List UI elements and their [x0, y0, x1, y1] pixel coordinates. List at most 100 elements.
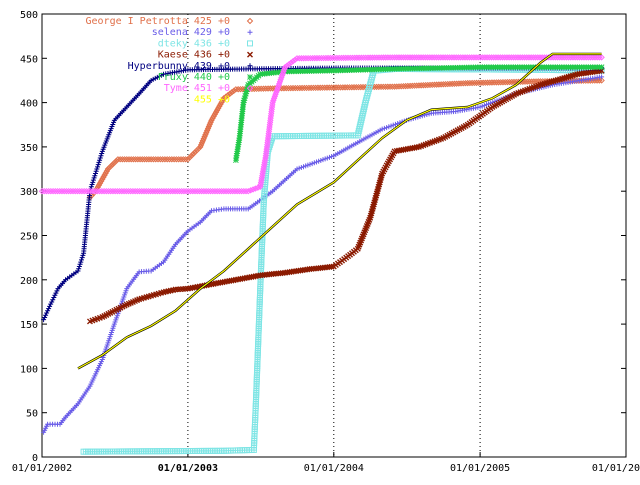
x-tick-label: 01/01/2003 [158, 463, 218, 474]
data-point [415, 82, 423, 89]
data-point [585, 54, 592, 61]
data-point [243, 88, 250, 95]
data-point [386, 83, 394, 90]
data-point [390, 122, 396, 128]
data-point [145, 187, 152, 195]
data-point [495, 79, 502, 86]
data-point [382, 83, 389, 90]
data-point [226, 90, 234, 97]
data-point [582, 54, 590, 61]
data-point [51, 295, 57, 301]
data-point [96, 179, 104, 187]
data-point [224, 92, 232, 99]
data-point [95, 181, 103, 189]
data-point [241, 97, 247, 104]
data-point [247, 63, 253, 69]
data-point [143, 187, 150, 195]
data-point [100, 173, 107, 181]
data-point [220, 187, 228, 195]
data-point [244, 84, 251, 90]
series-line [89, 70, 602, 322]
data-point [477, 54, 484, 61]
data-point [536, 54, 544, 61]
y-tick-label: 200 [20, 276, 38, 287]
data-point [380, 54, 387, 61]
data-point [313, 54, 321, 62]
data-point [76, 187, 83, 195]
data-point [77, 261, 83, 267]
data-point [448, 54, 456, 61]
data-point [355, 54, 363, 61]
data-point [98, 153, 104, 159]
data-point [257, 85, 265, 92]
series-4 [41, 65, 605, 323]
data-point [319, 84, 326, 91]
data-point [404, 82, 412, 90]
data-point [154, 156, 162, 163]
data-point [50, 297, 56, 303]
data-point [393, 83, 400, 90]
data-point [339, 84, 347, 91]
data-point [94, 187, 101, 195]
data-point [525, 54, 533, 61]
data-point [486, 79, 493, 86]
data-point [75, 268, 81, 274]
data-point [233, 187, 241, 195]
data-point [453, 54, 460, 61]
data-point [103, 167, 111, 175]
data-point [48, 301, 54, 307]
data-point [186, 154, 193, 161]
series-line [77, 53, 602, 369]
data-point [211, 111, 219, 118]
data-point [129, 187, 137, 195]
data-point [488, 54, 495, 61]
data-point [285, 60, 293, 68]
data-point [56, 187, 63, 195]
data-point [231, 187, 239, 195]
data-point [182, 187, 190, 195]
data-point [468, 54, 475, 61]
data-point [327, 54, 334, 62]
data-point [504, 78, 511, 86]
data-point [195, 145, 202, 152]
data-point [69, 187, 77, 195]
data-point [497, 54, 504, 61]
data-point [42, 314, 48, 320]
data-point [205, 187, 212, 195]
data-point [453, 80, 460, 87]
data-point [470, 54, 478, 61]
data-point [38, 187, 46, 195]
data-point [338, 54, 345, 62]
data-point [460, 80, 467, 87]
data-point [222, 93, 230, 100]
data-point [514, 54, 522, 61]
data-point [411, 82, 418, 89]
data-point [160, 187, 168, 195]
data-point [207, 187, 214, 195]
series-7 [77, 52, 602, 370]
data-point [91, 175, 97, 181]
data-point [493, 79, 500, 86]
data-point [426, 81, 434, 89]
data-point [47, 187, 55, 195]
data-point [43, 312, 49, 318]
data-point [134, 156, 142, 163]
data-point [214, 187, 221, 195]
data-point [289, 58, 297, 65]
data-point [472, 54, 480, 61]
data-point [499, 79, 507, 86]
data-point [103, 187, 110, 195]
data-point [417, 54, 425, 61]
data-point [528, 78, 535, 85]
data-point [340, 54, 347, 62]
data-point [220, 94, 228, 102]
series-line [42, 56, 602, 192]
data-point [389, 54, 396, 61]
data-point [301, 84, 308, 92]
data-point [305, 84, 313, 92]
data-point [95, 162, 101, 168]
data-point [191, 149, 199, 156]
data-point [88, 184, 94, 190]
data-point [173, 156, 180, 163]
data-point [475, 54, 482, 61]
